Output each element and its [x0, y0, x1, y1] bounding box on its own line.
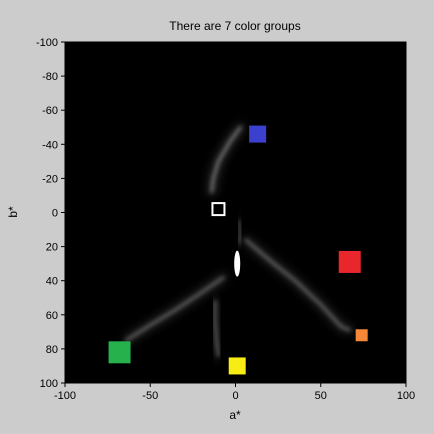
density-trace-red-branch — [242, 236, 353, 334]
y-tick-label: 20 — [46, 242, 58, 254]
y-tick-label: -40 — [42, 139, 58, 151]
x-axis: -100 -50 0 50 100 — [54, 383, 415, 402]
color-group-marker-1 — [249, 125, 267, 143]
x-tick-label: 50 — [315, 390, 327, 402]
plot-area — [64, 41, 407, 384]
color-group-markers — [108, 125, 368, 375]
x-tick-label: 100 — [397, 390, 415, 402]
y-tick-label: -20 — [42, 173, 58, 185]
x-axis-label: a* — [229, 408, 241, 422]
density-trace-blue-branch — [208, 124, 244, 196]
y-tick-label: -100 — [36, 37, 58, 49]
density-core-peak — [234, 250, 241, 277]
y-tick-label: -60 — [42, 105, 58, 117]
y-axis-label: b* — [6, 206, 20, 218]
y-axis: -100 -80 -60 -40 -20 0 20 40 60 80 100 — [36, 37, 65, 390]
density-trace-core — [232, 238, 243, 288]
density-trace-center-haze — [235, 218, 244, 247]
y-tick-label: 80 — [46, 344, 58, 356]
y-tick-label: 0 — [52, 208, 58, 220]
y-tick-label: 40 — [46, 276, 58, 288]
color-group-marker-5 — [108, 341, 131, 364]
x-tick-label: -100 — [54, 390, 76, 402]
density-traces — [123, 124, 353, 359]
y-tick-label: -80 — [42, 71, 58, 83]
x-tick-label: -50 — [142, 390, 158, 402]
color-group-marker-3 — [338, 250, 361, 273]
y-tick-label: 60 — [46, 310, 58, 322]
y-tick-label: 100 — [40, 378, 58, 390]
color-group-marker-6 — [228, 357, 246, 375]
density-trace-yellow-branch — [212, 298, 222, 359]
chart-title: There are 7 color groups — [169, 19, 300, 33]
x-tick-label: 0 — [232, 390, 238, 402]
density-trace-green-branch — [123, 274, 227, 344]
color-group-marker-4 — [355, 329, 368, 342]
color-group-marker-2 — [211, 202, 226, 217]
